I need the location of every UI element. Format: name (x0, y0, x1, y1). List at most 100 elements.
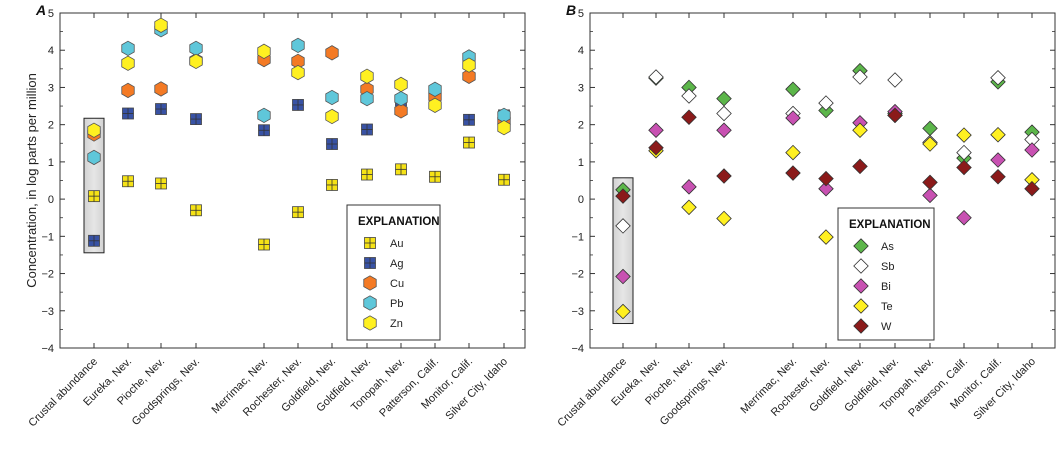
x-tick-label-rochester-nev: Rochester, Nev. (769, 356, 832, 419)
point-zn-goldfield-nev (325, 108, 339, 125)
point-as-tonopah-nev (922, 120, 938, 137)
y-tick-label: 1 (48, 157, 54, 169)
y-tick-label: 1 (578, 157, 584, 169)
x-tick-label-goodsprings-nev: Goodsprings, Nev. (658, 356, 730, 428)
series-au (88, 136, 510, 251)
legend-title: EXPLANATION (849, 219, 931, 231)
point-sb-pioche-nev (681, 88, 697, 104)
panel-label: A (35, 2, 46, 18)
legend-marker-cu (363, 275, 377, 291)
x-tick-label-rochester-nev: Rochester, Nev. (241, 356, 304, 419)
y-tick-label: −4 (571, 343, 584, 355)
point-te-patterson-calif (956, 127, 972, 143)
point-zn-eureka-nev (121, 55, 135, 71)
crustal-abundance-box (612, 177, 634, 325)
point-zn-tonopah-nev (394, 76, 408, 93)
point-te-goodsprings-nev (716, 210, 732, 227)
point-pb-patterson-calif (428, 81, 442, 97)
point-w-goldfield-nev (852, 158, 868, 175)
point-sb-goodsprings-nev (716, 105, 732, 122)
point-bi-eureka-nev (648, 122, 664, 139)
y-tick-label: −2 (571, 269, 584, 281)
legend-marker-sb (853, 258, 869, 274)
point-sb-monitor-calif (990, 70, 1006, 86)
legend-marker-pb (363, 295, 377, 311)
point-sb-goldfield-nev (887, 72, 903, 88)
point-pb-eureka-nev (121, 40, 135, 57)
panel-a: A 5 4 3 2 1 0 −1 −2 −3 −4 Concentration, in log par… (24, 2, 526, 429)
legend-label-zn: Zn (390, 318, 403, 330)
point-bi-silver-city-idaho (1024, 142, 1040, 158)
y-tick-label: −1 (571, 231, 584, 243)
series-cu (87, 45, 511, 142)
point-te-tonopah-nev (922, 136, 938, 152)
point-zn-patterson-calif (428, 97, 442, 113)
point-te-rochester-nev (818, 229, 834, 245)
legend-marker-as (853, 238, 869, 254)
legend: EXPLANATION Au Ag Cu Pb Zn (346, 204, 441, 341)
point-sb-goldfield-nev (852, 69, 868, 85)
point-sb-crustal-abundance (615, 218, 631, 234)
point-cu-eureka-nev (121, 82, 135, 99)
point-te-goldfield-nev (852, 122, 868, 139)
legend: EXPLANATION As Sb Bi Te W (837, 207, 935, 341)
series-te (615, 107, 1040, 320)
point-w-eureka-nev (648, 139, 664, 156)
x-tick-label-silver-city-idaho: Silver City, Idaho (971, 356, 1038, 423)
point-zn-goodsprings-nev (189, 53, 203, 70)
point-bi-patterson-calif (956, 209, 972, 226)
y-tick-label: 4 (578, 45, 584, 57)
y-tick-label: 4 (48, 45, 54, 57)
series-bi (615, 103, 1040, 285)
y-axis-title: Concentration, in log parts per million (24, 73, 39, 288)
point-zn-pioche-nev (154, 17, 168, 33)
legend-box (837, 207, 935, 341)
point-zn-rochester-nev (291, 64, 305, 81)
series-pb (87, 22, 511, 166)
point-pb-merrimac-nev (257, 107, 271, 124)
legend-marker-te (853, 298, 869, 314)
point-pb-goldfield-nev (360, 90, 374, 107)
legend-label-as: As (881, 241, 894, 253)
y-tick-label: 5 (48, 8, 54, 20)
point-cu-tonopah-nev (394, 103, 408, 119)
point-cu-monitor-calif (462, 68, 476, 84)
y-tick-label: 2 (578, 120, 584, 132)
y-tick-label: −2 (41, 269, 54, 281)
point-pb-crustal-abundance (87, 149, 101, 166)
point-sb-rochester-nev (818, 95, 834, 111)
point-bi-rochester-nev (818, 180, 834, 197)
x-tick-label-goodsprings-nev: Goodsprings, Nev. (130, 356, 202, 428)
point-w-pioche-nev (681, 109, 697, 125)
series-sb (615, 69, 1040, 234)
crustal-abundance-box (83, 117, 105, 254)
y-tick-label: 2 (48, 120, 54, 132)
point-pb-goodsprings-nev (189, 40, 203, 57)
point-as-merrimac-nev (785, 81, 801, 98)
legend-label-cu: Cu (390, 278, 404, 290)
panel-label: B (566, 2, 576, 18)
point-bi-merrimac-nev (785, 110, 801, 126)
x-tick-label-patterson-calif: Patterson, Calif. (906, 356, 970, 420)
point-w-tonopah-nev (922, 174, 938, 191)
series-zn (87, 17, 511, 138)
point-w-silver-city-idaho (1024, 180, 1040, 197)
legend-label-pb: Pb (390, 298, 403, 310)
legend-marker-bi (853, 278, 869, 294)
legend-label-sb: Sb (881, 261, 894, 273)
point-zn-silver-city-idaho (497, 119, 511, 136)
point-bi-tonopah-nev (922, 187, 938, 204)
point-bi-pioche-nev (681, 179, 697, 195)
x-tick-label-silver-city-idaho: Silver City, Idaho (443, 356, 510, 423)
point-bi-monitor-calif (990, 152, 1006, 168)
legend-marker-zn (363, 315, 377, 331)
point-w-crustal-abundance (615, 188, 631, 204)
point-te-crustal-abundance (615, 303, 631, 320)
y-tick-label: −3 (571, 306, 584, 318)
legend-label-au: Au (390, 238, 403, 250)
x-tick-label-patterson-calif: Patterson, Calif. (377, 356, 441, 420)
legend-label-w: W (881, 321, 892, 333)
x-tick-label-merrimac-nev: Merrimac, Nev. (738, 356, 799, 417)
